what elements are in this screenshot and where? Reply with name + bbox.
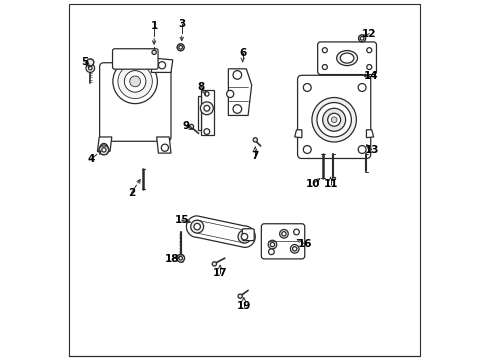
Text: 5: 5 bbox=[81, 57, 88, 67]
Text: 3: 3 bbox=[178, 19, 185, 29]
Polygon shape bbox=[198, 96, 201, 130]
Circle shape bbox=[366, 64, 371, 69]
FancyBboxPatch shape bbox=[297, 75, 370, 158]
Polygon shape bbox=[156, 137, 171, 153]
FancyBboxPatch shape bbox=[112, 49, 158, 69]
Polygon shape bbox=[366, 130, 373, 138]
Text: 12: 12 bbox=[361, 29, 376, 39]
Circle shape bbox=[88, 66, 92, 70]
Polygon shape bbox=[294, 130, 301, 138]
Circle shape bbox=[357, 84, 366, 91]
Circle shape bbox=[179, 45, 182, 49]
FancyBboxPatch shape bbox=[242, 229, 254, 240]
Circle shape bbox=[203, 129, 209, 134]
Text: 1: 1 bbox=[150, 21, 158, 31]
Circle shape bbox=[330, 117, 336, 123]
Circle shape bbox=[233, 105, 241, 113]
Polygon shape bbox=[97, 137, 112, 151]
Circle shape bbox=[190, 220, 203, 233]
Circle shape bbox=[99, 145, 109, 155]
FancyBboxPatch shape bbox=[261, 224, 304, 259]
Circle shape bbox=[226, 90, 233, 98]
Circle shape bbox=[118, 64, 152, 99]
Polygon shape bbox=[201, 90, 214, 135]
Circle shape bbox=[129, 76, 140, 87]
Circle shape bbox=[366, 48, 371, 53]
Bar bbox=[331, 177, 335, 179]
Text: 10: 10 bbox=[305, 179, 320, 189]
Text: 17: 17 bbox=[212, 268, 227, 278]
Text: 14: 14 bbox=[363, 71, 377, 81]
Circle shape bbox=[152, 50, 156, 54]
Circle shape bbox=[86, 64, 94, 72]
Text: 19: 19 bbox=[236, 301, 250, 311]
Circle shape bbox=[322, 48, 326, 53]
Circle shape bbox=[177, 44, 184, 51]
Circle shape bbox=[212, 262, 216, 266]
Circle shape bbox=[293, 229, 299, 235]
Ellipse shape bbox=[340, 53, 353, 63]
Circle shape bbox=[322, 108, 345, 131]
Circle shape bbox=[158, 62, 165, 69]
Ellipse shape bbox=[336, 50, 357, 66]
Circle shape bbox=[292, 247, 296, 251]
Circle shape bbox=[238, 294, 242, 298]
Circle shape bbox=[179, 256, 182, 260]
Circle shape bbox=[161, 144, 168, 151]
FancyBboxPatch shape bbox=[100, 63, 171, 141]
Circle shape bbox=[241, 233, 247, 240]
Circle shape bbox=[357, 145, 366, 153]
Text: 9: 9 bbox=[183, 121, 189, 131]
Text: 16: 16 bbox=[297, 239, 311, 249]
Circle shape bbox=[267, 240, 276, 249]
Text: 8: 8 bbox=[198, 82, 204, 92]
Circle shape bbox=[100, 143, 107, 150]
Circle shape bbox=[253, 138, 257, 142]
Polygon shape bbox=[228, 69, 251, 116]
Circle shape bbox=[316, 103, 351, 137]
Circle shape bbox=[113, 59, 157, 104]
Text: 15: 15 bbox=[174, 215, 188, 225]
Circle shape bbox=[322, 64, 326, 69]
Text: 6: 6 bbox=[239, 48, 246, 58]
Text: 2: 2 bbox=[128, 188, 135, 198]
Circle shape bbox=[233, 71, 241, 79]
Text: 18: 18 bbox=[164, 254, 179, 264]
Polygon shape bbox=[151, 58, 172, 72]
Circle shape bbox=[360, 37, 363, 40]
Text: 4: 4 bbox=[87, 154, 95, 164]
Polygon shape bbox=[186, 216, 255, 247]
Circle shape bbox=[303, 145, 310, 153]
Circle shape bbox=[279, 229, 287, 238]
Circle shape bbox=[86, 59, 94, 66]
Text: 11: 11 bbox=[323, 179, 337, 189]
Circle shape bbox=[327, 113, 340, 126]
Circle shape bbox=[102, 148, 106, 152]
Circle shape bbox=[124, 71, 145, 92]
Text: 7: 7 bbox=[251, 150, 259, 161]
Circle shape bbox=[268, 249, 274, 255]
Circle shape bbox=[204, 92, 208, 96]
Circle shape bbox=[176, 254, 184, 262]
Circle shape bbox=[238, 230, 250, 243]
Circle shape bbox=[270, 242, 274, 247]
Circle shape bbox=[200, 102, 213, 115]
Circle shape bbox=[203, 105, 209, 111]
Text: 13: 13 bbox=[364, 144, 378, 154]
Circle shape bbox=[189, 125, 193, 129]
Circle shape bbox=[311, 98, 356, 142]
Circle shape bbox=[303, 84, 310, 91]
FancyBboxPatch shape bbox=[317, 42, 376, 75]
Circle shape bbox=[281, 231, 285, 236]
Circle shape bbox=[194, 224, 200, 230]
Circle shape bbox=[290, 244, 298, 253]
Circle shape bbox=[358, 35, 365, 42]
